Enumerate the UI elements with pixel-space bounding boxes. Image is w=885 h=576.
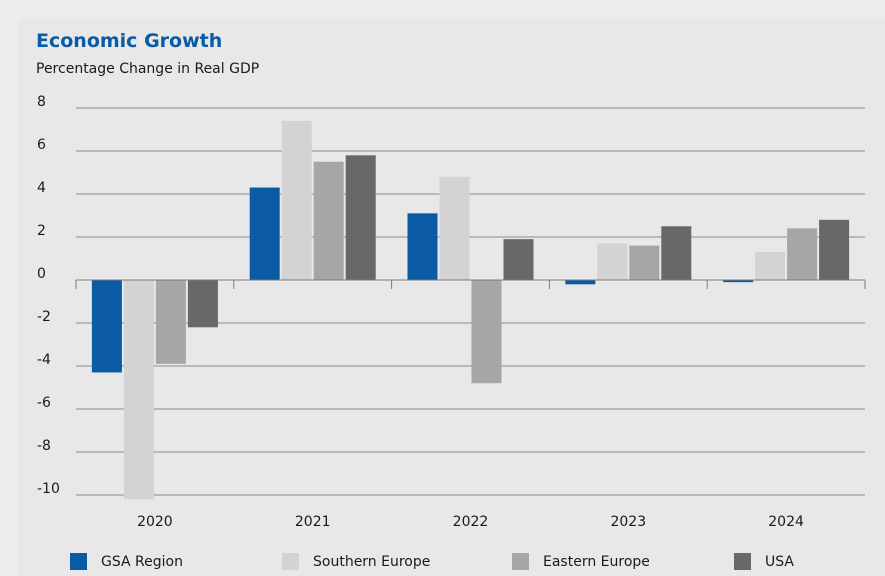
legend: GSA Region Southern Europe Eastern Europe U… <box>70 553 870 573</box>
bar-2020-3 <box>187 280 218 328</box>
chart-plot-area: 8 6 4 2 0 -2 -4 -6 -8 -10 2020 2021 2022 2023 2024 <box>37 94 866 530</box>
legend-label: GSA Region <box>101 553 183 570</box>
legend-item: Eastern Europe <box>512 553 650 570</box>
chart-subtitle: Percentage Change in Real GDP <box>36 61 260 77</box>
bar-2024-1 <box>755 252 786 280</box>
legend-swatch <box>734 553 751 570</box>
y-tick-label-1: 6 <box>37 137 46 153</box>
y-tick-label-5: -2 <box>37 309 51 325</box>
bar-2021-1 <box>281 120 312 281</box>
legend-item: USA <box>734 553 794 570</box>
legend-label: USA <box>765 553 794 570</box>
bar-2024-3 <box>819 219 850 280</box>
bar-2021-2 <box>313 161 344 280</box>
legend-label: Southern Europe <box>313 553 431 570</box>
bar-2021-0 <box>249 187 280 280</box>
bar-2024-0 <box>723 280 754 283</box>
x-tick-label-0: 2020 <box>137 514 173 530</box>
y-tick-label-3: 2 <box>37 223 46 239</box>
x-tick-label-4: 2024 <box>768 514 804 530</box>
legend-item: GSA Region <box>70 553 183 570</box>
bar-2023-3 <box>661 226 692 280</box>
y-tick-label-4: 0 <box>37 266 46 282</box>
bar-2021-3 <box>345 155 376 280</box>
bar-2024-2 <box>787 228 818 280</box>
chart-title: Economic Growth <box>36 30 223 52</box>
legend-item: Southern Europe <box>282 553 430 570</box>
bar-2022-2 <box>471 280 502 384</box>
legend-swatch <box>512 553 529 570</box>
bar-2020-0 <box>91 280 122 373</box>
x-tick-label-1: 2021 <box>295 514 331 530</box>
bar-2022-3 <box>503 239 534 280</box>
bars <box>91 120 850 500</box>
y-tick-label-9: -10 <box>37 481 60 497</box>
y-tick-label-8: -8 <box>37 438 51 454</box>
legend-label: Eastern Europe <box>543 553 650 570</box>
bar-2023-2 <box>629 245 660 280</box>
bar-2022-0 <box>407 213 438 280</box>
bar-2022-1 <box>439 176 470 280</box>
y-tick-label-2: 4 <box>37 180 46 196</box>
x-tick-label-2: 2022 <box>453 514 489 530</box>
bar-2020-2 <box>155 280 186 364</box>
legend-swatch <box>70 553 87 570</box>
axes: 8 6 4 2 0 -2 -4 -6 -8 -10 2020 2021 2022 2023 2024 <box>37 94 866 530</box>
bar-2023-1 <box>597 243 628 280</box>
y-tick-label-6: -4 <box>37 352 51 368</box>
grid-lines <box>76 107 865 496</box>
x-tick-label-3: 2023 <box>610 514 646 530</box>
legend-swatch <box>282 553 299 570</box>
y-tick-label-0: 8 <box>37 94 46 110</box>
y-tick-label-7: -6 <box>37 395 51 411</box>
bar-2023-0 <box>565 280 596 285</box>
bar-2020-1 <box>123 280 154 500</box>
